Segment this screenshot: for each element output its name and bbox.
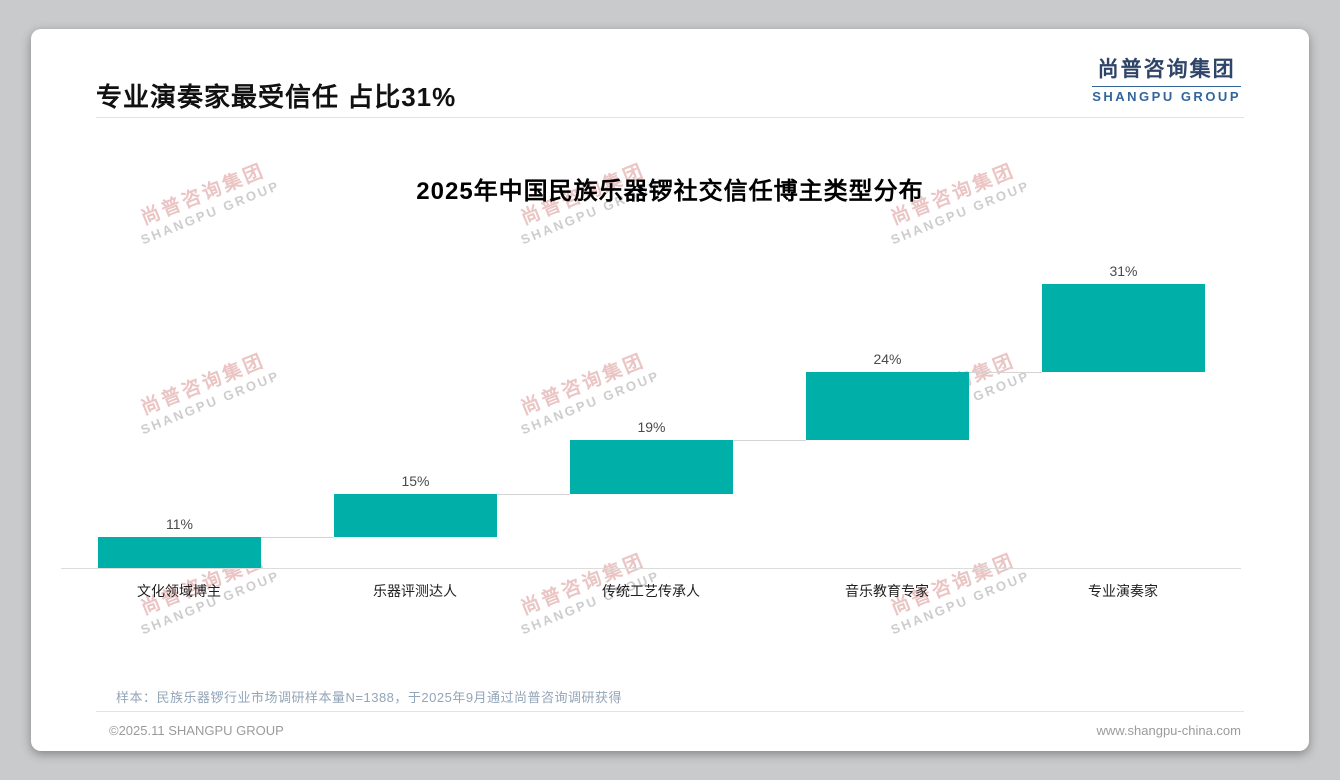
page-title: 专业演奏家最受信任 占比31% — [96, 82, 457, 112]
bar-value-label: 19% — [637, 419, 666, 436]
sample-note: 样本：民族乐器锣行业市场调研样本量N=1388，于2025年9月通过尚普咨询调研… — [116, 690, 623, 705]
category-axis: 文化领域博主 乐器评测达人 传统工艺传承人 音乐教育专家 专业演奏家 — [61, 570, 1241, 601]
bar-value-label: 15% — [401, 473, 430, 490]
plot-area: 11% 15% 19% 24% 31% — [61, 263, 1241, 569]
bar-value-label: 24% — [873, 351, 902, 368]
slide-card: 尚普咨询集团 SHANGPU GROUP 尚普咨询集团 SHANGPU GROUP 尚普… — [31, 29, 1309, 751]
category-label: 传统工艺传承人 — [602, 583, 700, 599]
step-connector — [261, 536, 334, 538]
logo-cn-text: 尚普咨询集团 — [1097, 58, 1236, 81]
company-logo: 尚普咨询集团 SHANGPU GROUP — [1092, 53, 1241, 104]
step-connector — [733, 440, 806, 442]
chart-title: 2025年中国民族乐器锣社交信任博主类型分布 — [416, 178, 924, 205]
bar-value-label: 11% — [166, 515, 193, 532]
category-label: 专业演奏家 — [1088, 583, 1158, 599]
step-connector — [497, 494, 570, 496]
category-label: 乐器评测达人 — [373, 583, 457, 599]
logo-divider — [1092, 86, 1241, 87]
header-divider — [96, 117, 1244, 118]
bar — [98, 536, 261, 568]
bar — [1042, 284, 1205, 373]
bar — [806, 372, 969, 441]
bar-value-label: 31% — [1109, 263, 1138, 279]
category-label: 音乐教育专家 — [845, 583, 929, 599]
footer-divider — [96, 711, 1244, 712]
step-connector — [969, 372, 1042, 374]
footer-copyright: ©2025.11 SHANGPU GROUP — [109, 723, 284, 738]
bar — [570, 440, 733, 495]
category-label: 文化领域博主 — [137, 583, 221, 599]
footer-website: www.shangpu-china.com — [1096, 723, 1241, 738]
logo-en-text: SHANGPU GROUP — [1092, 89, 1241, 104]
bar — [334, 494, 497, 537]
